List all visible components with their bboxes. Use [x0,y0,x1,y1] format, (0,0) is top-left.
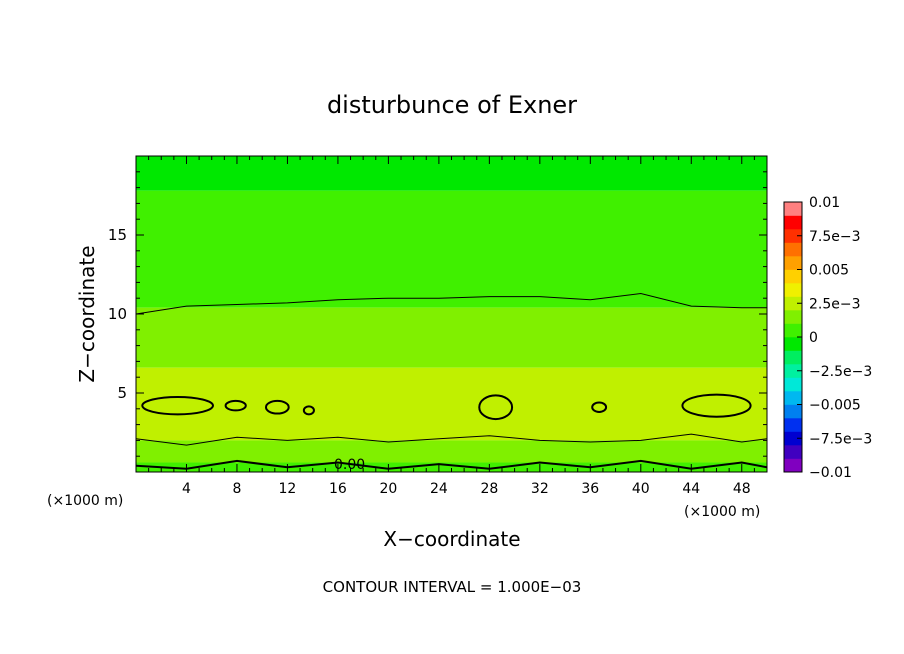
contour-loop-2 [264,399,290,415]
contour-line-0 [136,292,767,315]
contour-loop-0 [141,395,214,416]
colorbar-swatch-5 [784,391,802,405]
colorbar-label-8: −0.01 [809,465,852,481]
x-tick-label-36: 36 [581,481,599,497]
x-tick-label-8: 8 [232,481,241,497]
x-axis-unit-left: (×1000 m) [47,493,123,509]
colorbar-swatch-6 [784,377,802,392]
colorbar-swatch-10 [784,323,802,338]
x-axis-label: X−coordinate [383,527,520,551]
x-tick-label-44: 44 [682,481,700,497]
colorbar-label-4: 0 [809,330,818,346]
colorbar-swatch-12 [784,296,802,311]
colorbar-swatch-7 [784,364,802,378]
contour-line-1 [136,433,767,446]
colorbar-swatch-14 [784,269,802,284]
contour-field [136,156,767,472]
contour-loop-6 [681,393,752,418]
x-tick-label-28: 28 [480,481,498,497]
colorbar-swatch-16 [784,242,802,257]
x-tick-label-4: 4 [182,481,191,497]
x-tick-label-12: 12 [279,481,297,497]
colorbar-swatch-3 [784,418,802,432]
contour-lines [136,292,767,470]
x-tick-label-24: 24 [430,481,448,497]
colorbar-swatch-13 [784,283,802,297]
colorbar-swatch-15 [784,256,802,270]
x-tick-label-16: 16 [329,481,347,497]
colorbar-label-0: 0.01 [809,195,840,211]
colorbar: 0.01 7.5e−3 0.005 2.5e−3 0 −2.5e−3 −0.005 −7.5e… [783,195,872,481]
x-axis-unit-right: (×1000 m) [684,504,760,520]
contour-band-3 [136,367,767,441]
x-tick-label-40: 40 [632,481,650,497]
colorbar-swatch-1 [784,445,802,459]
colorbar-swatch-0 [784,458,802,473]
colorbar-swatch-19 [784,202,802,216]
contour-band-5 [136,462,767,472]
contour-band-2 [136,307,767,368]
colorbar-swatch-9 [784,337,802,351]
x-tick-label-20: 20 [379,481,397,497]
y-tick-label-5: 5 [117,384,127,402]
colorbar-swatch-18 [784,215,802,230]
colorbar-swatch-4 [784,404,802,419]
chart-title: disturbunce of Exner [327,91,577,119]
contour-band-4 [136,440,767,463]
colorbar-swatch-2 [784,431,802,446]
contour-band-1 [136,190,767,308]
x-tick-label-48: 48 [733,481,751,497]
contour-loop-1 [224,399,247,412]
contour-loop-3 [302,405,315,416]
contour-interval-footer: CONTOUR INTERVAL = 1.000E−03 [323,578,582,596]
y-tick-label-15: 15 [108,226,127,244]
colorbar-swatch-17 [784,229,802,243]
contour-line-2 [136,459,767,470]
colorbar-label-3: 2.5e−3 [809,296,861,312]
colorbar-label-5: −2.5e−3 [809,364,872,380]
colorbar-label-2: 0.005 [809,263,849,279]
colorbar-label-1: 7.5e−3 [809,229,861,245]
colorbar-swatch-11 [784,310,802,324]
x-tick-label-32: 32 [531,481,549,497]
contour-loop-5 [591,401,608,413]
y-axis-ticks: 5 10 15 [108,171,767,457]
contour-label: 0.00 [334,457,365,473]
colorbar-label-7: −7.5e−3 [809,431,872,447]
colorbar-swatch-8 [784,350,802,365]
contour-band-0 [136,156,767,191]
colorbar-label-6: −0.005 [809,398,861,414]
y-axis-label: Z−coordinate [75,245,99,382]
contour-loop-4 [478,394,514,421]
x-axis-ticks: 4 8 12 16 20 24 28 32 36 40 44 48 [148,156,755,497]
y-tick-label-10: 10 [108,305,127,323]
